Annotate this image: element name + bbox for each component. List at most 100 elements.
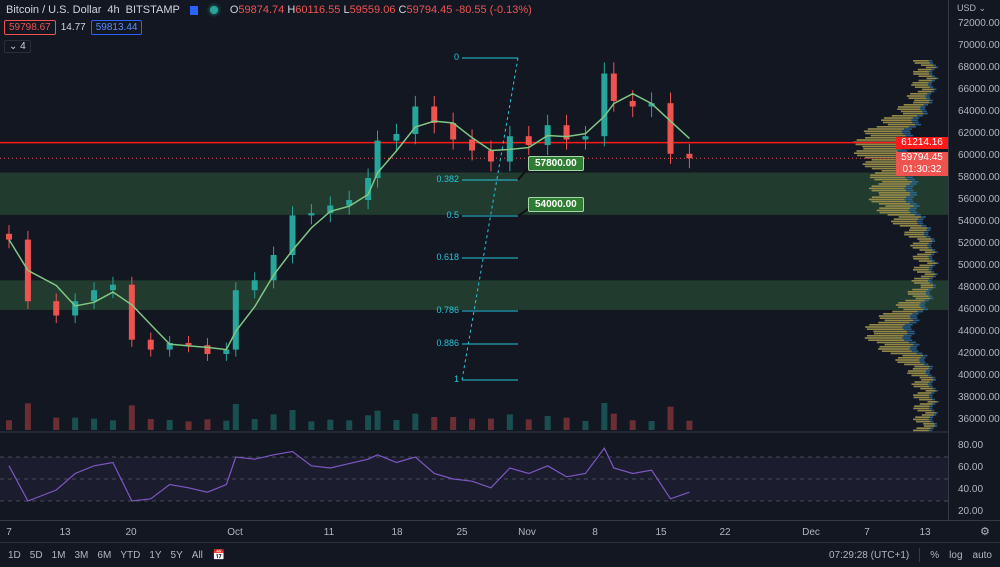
volume-bar xyxy=(563,417,570,430)
time-label: 22 xyxy=(719,527,731,538)
volume-profile-bar xyxy=(913,73,929,75)
volume-profile-bar xyxy=(921,414,934,416)
volume-profile-bar xyxy=(913,407,929,410)
time-label: Oct xyxy=(227,527,243,538)
volume-profile-bar xyxy=(897,357,921,359)
volume-profile-bar xyxy=(905,299,925,302)
buy-price[interactable]: 59813.44 xyxy=(90,20,143,35)
volume-bar xyxy=(686,420,693,430)
range-button-ytd[interactable]: YTD xyxy=(120,549,141,561)
volume-profile-bar xyxy=(856,150,898,152)
volume-profile-bar xyxy=(898,306,921,308)
volume-profile-bar xyxy=(913,258,929,260)
candle xyxy=(686,153,693,159)
time-label: 15 xyxy=(655,527,667,538)
volume-bar xyxy=(185,421,192,430)
range-button-5y[interactable]: 5Y xyxy=(170,549,183,561)
volume-profile-bar xyxy=(862,145,901,148)
log-toggle[interactable]: log xyxy=(949,549,963,561)
volume-profile-bar xyxy=(925,390,936,392)
volume-profile-bar xyxy=(908,97,927,99)
volume-profile-bar xyxy=(868,198,905,201)
range-button-3m[interactable]: 3M xyxy=(74,549,89,561)
price-label: 64000.00 xyxy=(958,106,1000,117)
volume-bar xyxy=(232,404,239,430)
volume-profile-bar xyxy=(911,383,928,385)
volume-profile-bar xyxy=(917,68,932,71)
volume-profile-bar xyxy=(920,284,933,286)
last-price-tag: 59794.45 01:30:32 xyxy=(896,152,948,176)
candle xyxy=(308,213,315,216)
volume-profile-bar xyxy=(912,247,929,249)
volume-profile-bar xyxy=(913,71,929,73)
sell-price[interactable]: 59798.67 xyxy=(4,20,56,35)
volume-profile-bar xyxy=(878,192,910,194)
candle xyxy=(91,290,98,302)
volume-profile-bar xyxy=(881,119,912,121)
volume-bar xyxy=(412,413,419,430)
price-chart[interactable] xyxy=(0,0,948,520)
volume-profile-bar xyxy=(916,420,931,423)
price-label: 40000.00 xyxy=(958,370,1000,381)
volume-profile-bar xyxy=(913,266,930,269)
volume-profile-bar xyxy=(921,379,934,381)
volume-profile-bar xyxy=(913,418,929,421)
volume-profile-bar xyxy=(912,288,929,291)
rsi-axis-label: 40.00 xyxy=(958,484,984,495)
range-button-6m[interactable]: 6M xyxy=(97,549,112,561)
candle xyxy=(6,233,12,240)
price-label: 66000.00 xyxy=(958,84,1000,95)
annotation-pointer xyxy=(517,208,529,217)
date-range-icon[interactable]: 📅 xyxy=(212,549,226,561)
range-button-all[interactable]: All xyxy=(191,549,203,561)
range-button-5d[interactable]: 5D xyxy=(29,549,43,561)
volume-profile-bar xyxy=(854,152,897,154)
volume-profile-bar xyxy=(864,337,903,339)
time-label: 11 xyxy=(323,527,335,538)
volume-profile-bar xyxy=(891,220,917,223)
candle xyxy=(667,103,674,154)
volume-profile-bar xyxy=(862,163,902,165)
symbol-name[interactable]: Bitcoin / U.S. Dollar xyxy=(6,4,102,16)
volume-profile-bar xyxy=(917,90,932,93)
clock[interactable]: 07:29:28 (UTC+1) xyxy=(828,549,910,561)
price-axis[interactable]: USD ⌄ 72000.00 70000.00 68000.00 66000.00 64… xyxy=(896,0,1000,520)
volume-bar xyxy=(308,421,315,430)
candle xyxy=(563,125,570,140)
flag-icon[interactable] xyxy=(189,5,198,15)
time-label: 20 xyxy=(125,527,137,538)
price-label: 44000.00 xyxy=(958,326,1000,337)
range-button-1d[interactable]: 1D xyxy=(8,549,21,561)
volume-profile-bar xyxy=(881,350,912,352)
volume-profile-bar xyxy=(898,302,921,304)
currency-select[interactable]: USD ⌄ xyxy=(957,3,987,13)
target-label-57800[interactable]: 57800.00 xyxy=(528,156,584,171)
range-button-1y[interactable]: 1Y xyxy=(149,549,162,561)
volume-profile-bar xyxy=(914,381,930,383)
indicators-toggle[interactable]: ⌄ 4 xyxy=(4,40,31,53)
settings-icon[interactable]: ⚙ xyxy=(980,526,990,538)
hline-price-tag: 61214.16 xyxy=(896,137,948,149)
candle xyxy=(393,134,400,141)
time-label: 7 xyxy=(6,527,12,538)
volume-profile-bar xyxy=(891,115,918,117)
market-open-icon xyxy=(209,6,218,14)
candle xyxy=(53,301,60,316)
volume-profile-bar xyxy=(903,104,924,106)
auto-toggle[interactable]: auto xyxy=(972,549,992,561)
volume-profile-bar xyxy=(907,293,926,295)
volume-profile-bar xyxy=(873,330,907,333)
volume-profile-bar xyxy=(883,117,913,119)
volume-profile-bar xyxy=(919,376,933,379)
volume-bar xyxy=(204,419,211,430)
candle xyxy=(289,215,296,255)
rsi-axis-label: 80.00 xyxy=(958,440,984,451)
target-label-54000[interactable]: 54000.00 xyxy=(528,197,584,212)
volume-profile-bar xyxy=(918,260,932,262)
percent-toggle[interactable]: % xyxy=(930,549,940,561)
time-axis[interactable]: 7 13 20 Oct 11 18 25 Nov 8 15 22 Dec 7 13 ⚙ xyxy=(0,520,1000,542)
price-label: 36000.00 xyxy=(958,414,1000,425)
volume-profile-bar xyxy=(902,354,923,357)
range-button-1m[interactable]: 1M xyxy=(51,549,66,561)
price-label: 68000.00 xyxy=(958,62,1000,73)
